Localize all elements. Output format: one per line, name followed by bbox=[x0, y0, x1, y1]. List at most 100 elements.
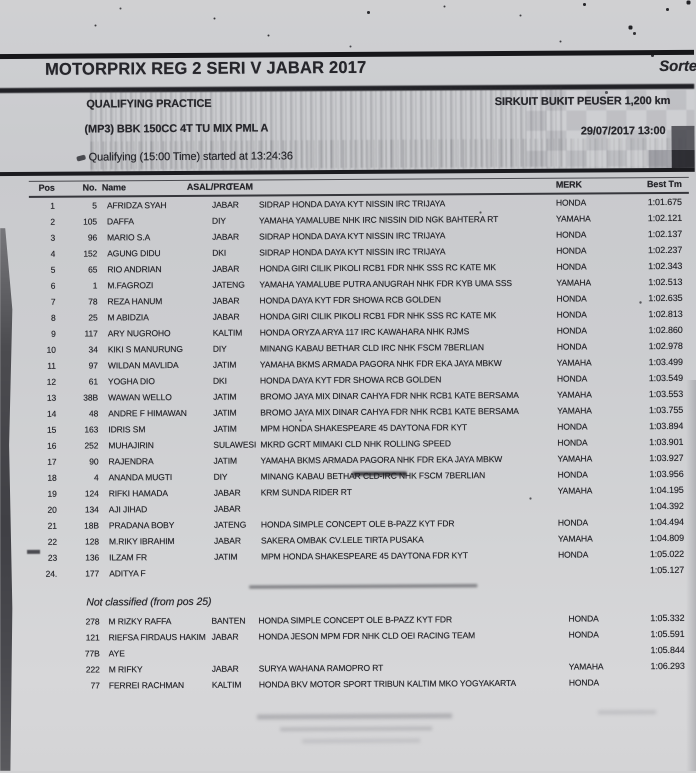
cell-name: RAJENDRA bbox=[108, 453, 210, 470]
cell-pos: 6 bbox=[29, 278, 55, 294]
cell-asal: JATIM bbox=[213, 404, 259, 420]
cell-best: 1:05.127 bbox=[612, 562, 684, 578]
cell-team: BROMO JAYA MIX DINAR CAHYA FDR NHK RCB1 … bbox=[260, 403, 556, 421]
faint-print-remnant bbox=[280, 726, 432, 731]
cell-merk: HONDA bbox=[556, 290, 608, 306]
cell-team: YAMAHA YAMALUBE PUTRA ANUGRAH NHK FDR KY… bbox=[259, 275, 555, 293]
cell-merk: HONDA bbox=[556, 242, 608, 258]
cell-team: BROMO JAYA MIX DINAR CAHYA FDR NHK RCB1 … bbox=[260, 387, 556, 405]
cell-merk: YAMAHA bbox=[557, 450, 609, 466]
cell-asal: JATIM bbox=[213, 420, 259, 436]
event-title: MOTORPRIX REG 2 SERI V JABAR 2017 bbox=[45, 58, 366, 80]
faint-print-remnant bbox=[257, 713, 452, 719]
cell-best: 1:04.392 bbox=[612, 498, 684, 514]
cell-best: 1:02.635 bbox=[610, 290, 682, 306]
cell-pos: 10 bbox=[30, 342, 56, 358]
cell-no: 25 bbox=[66, 309, 98, 325]
cell-name: ADITYA F bbox=[109, 565, 211, 582]
col-header-asal: ASAL/PRC bbox=[187, 182, 232, 192]
cell-merk: HONDA bbox=[556, 226, 608, 242]
cell-name: M ABIDZIA bbox=[108, 309, 210, 326]
cell-team: HONDA JESON MPM FDR NHK CLD OEI RACING T… bbox=[259, 627, 559, 645]
ink-smudge bbox=[76, 155, 86, 162]
cell-asal: BANTEN bbox=[211, 613, 257, 629]
cell-no: 222 bbox=[72, 661, 100, 677]
cell-team: SIDRAP HONDA DAYA KYT NISSIN IRC TRIJAYA bbox=[259, 243, 555, 261]
checker-dark-square bbox=[649, 150, 672, 168]
ink-smudge bbox=[353, 472, 407, 476]
cell-merk: HONDA bbox=[557, 434, 609, 450]
cell-pos: 21 bbox=[31, 518, 57, 534]
cell-name: RIEFSA FIRDAUS HAKIM bbox=[109, 629, 211, 646]
cell-merk: YAMAHA bbox=[557, 386, 609, 402]
cell-no: 105 bbox=[65, 213, 97, 229]
cell-asal: KALTIM bbox=[212, 677, 258, 693]
cell-asal: JABAR bbox=[212, 228, 258, 244]
cell-team: MPM HONDA SHAKESPEARE 45 DAYTONA FDR KYT bbox=[260, 419, 556, 437]
cell-pos: 8 bbox=[30, 310, 56, 326]
cell-team: KRM SUNDA RIDER RT bbox=[261, 483, 557, 501]
cell-asal: DIY bbox=[212, 212, 258, 228]
checker-dark-square bbox=[671, 126, 694, 150]
cell-no: 117 bbox=[66, 325, 98, 341]
cell-team: YAMAHA YAMALUBE NHK IRC NISSIN DID NGK B… bbox=[259, 211, 555, 229]
cell-pos: 3 bbox=[29, 230, 55, 246]
cell-no: 65 bbox=[65, 261, 97, 277]
cell-asal: JABAR bbox=[212, 661, 258, 677]
cell-team: HONDA SIMPLE CONCEPT OLE B-PAZZ KYT FDR bbox=[261, 515, 557, 533]
cell-no: 177 bbox=[67, 565, 99, 581]
cell-name: PRADANA BOBY bbox=[109, 517, 211, 534]
cell-pos: 9 bbox=[30, 326, 56, 342]
cell-merk: YAMAHA bbox=[556, 210, 608, 226]
cell-no: 18B bbox=[67, 517, 99, 533]
cell-merk: HONDA bbox=[556, 194, 608, 210]
cell-name: M RIFKY bbox=[109, 661, 211, 678]
ink-smudge bbox=[27, 550, 40, 554]
cell-no: 163 bbox=[66, 421, 98, 437]
cell-best: 1:03.755 bbox=[611, 402, 683, 418]
cell-merk: YAMAHA bbox=[557, 402, 609, 418]
cell-asal: KALTIM bbox=[213, 324, 259, 340]
cell-name: ANANDA MUGTI bbox=[109, 469, 211, 486]
cell-pos: 1 bbox=[29, 198, 55, 214]
cell-asal: JABAR bbox=[214, 484, 260, 500]
checker-dark-square bbox=[672, 150, 695, 168]
cell-name: AGUNG DIDU bbox=[107, 245, 209, 262]
cell-name: WAWAN WELLO bbox=[108, 389, 210, 406]
cell-asal: JABAR bbox=[212, 292, 258, 308]
cell-merk: HONDA bbox=[556, 258, 608, 274]
cell-merk: HONDA bbox=[557, 338, 609, 354]
cell-team: HONDA BKV MOTOR SPORT TRIBUN KALTIM MKO … bbox=[259, 675, 559, 693]
cell-best: 1:04.494 bbox=[612, 514, 684, 530]
cell-asal: JATENG bbox=[212, 276, 258, 292]
cell-team: SURYA WAHANA RAMOPRO RT bbox=[259, 659, 559, 677]
cell-best: 1:06.293 bbox=[613, 658, 685, 674]
cell-team: YAMAHA BKMS ARMADA PAGORA NHK FDR EKA JA… bbox=[260, 355, 556, 373]
cell-best: 1:02.343 bbox=[610, 258, 682, 274]
cell-asal: JABAR bbox=[214, 500, 260, 516]
cell-best: 1:04.195 bbox=[612, 482, 684, 498]
col-header-team: TEAM bbox=[228, 182, 253, 192]
col-header-name: Name bbox=[102, 182, 126, 192]
cell-best: 1:02.978 bbox=[611, 338, 683, 354]
cell-best: 1:01.675 bbox=[610, 194, 682, 210]
cell-asal: JABAR bbox=[212, 260, 258, 276]
cell-name: M RIZKY RAFFA bbox=[108, 613, 210, 630]
cell-pos: 13 bbox=[30, 390, 56, 406]
cell-name: RIO ANDRIAN bbox=[107, 261, 209, 278]
session-label: QUALIFYING PRACTICE bbox=[86, 98, 211, 111]
cell-team: HONDA ORYZA ARYA 117 IRC KAWAHARA NHK RJ… bbox=[260, 323, 556, 341]
cell-no: 48 bbox=[66, 405, 98, 421]
cell-merk: HONDA bbox=[557, 418, 609, 434]
cell-asal: DIY bbox=[214, 468, 260, 484]
col-header-pos: Pos bbox=[27, 183, 55, 193]
cell-best: 1:04.809 bbox=[612, 530, 684, 546]
cell-name: AFRIDZA SYAH bbox=[107, 197, 209, 214]
cell-team: HONDA DAYA KYT FDR SHOWA RCB GOLDEN bbox=[260, 371, 556, 389]
session-datetime: 29/07/2017 13:00 bbox=[581, 125, 666, 138]
cell-no: 77B bbox=[72, 645, 100, 661]
cell-merk: HONDA bbox=[558, 466, 610, 482]
